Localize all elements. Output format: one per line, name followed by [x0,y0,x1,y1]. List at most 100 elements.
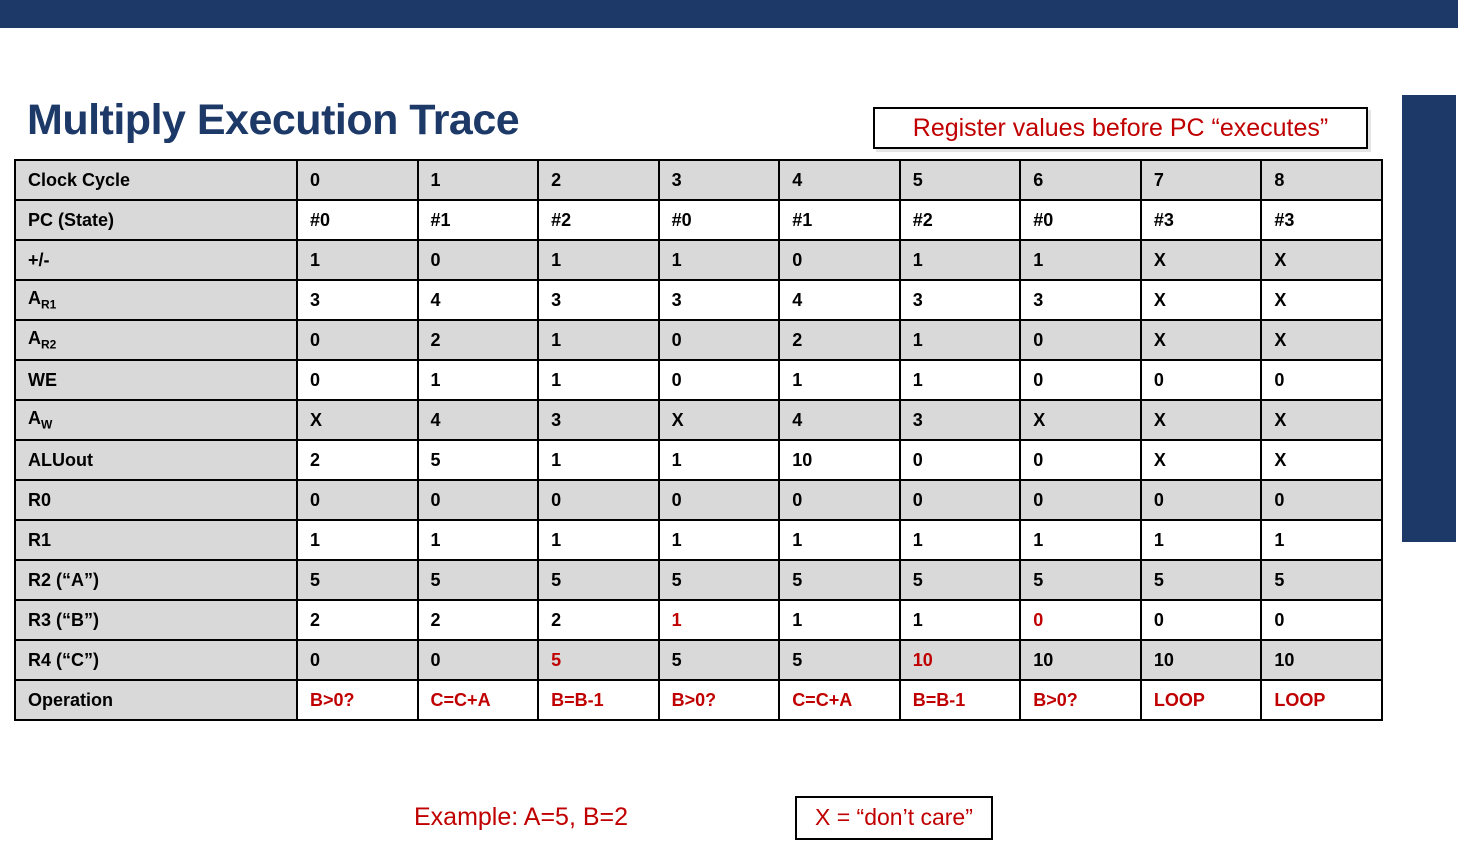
table-cell: 0 [657,479,781,521]
table-cell: 2 [537,159,660,201]
table-cell: 0 [296,479,419,521]
table-cell: 2 [416,319,540,361]
table-cell: 1 [898,239,1022,281]
row-label: R1 [14,519,298,561]
table-row: Clock Cycle 0 1 2 3 4 5 6 7 8 [14,159,1383,201]
table-cell: 0 [1139,359,1263,401]
table-cell: 1 [1260,519,1383,561]
table-cell: 0 [296,319,419,361]
row-label: R3 (“B”) [14,599,298,641]
table-cell: 5 [657,559,781,601]
table-cell: 0 [778,239,901,281]
row-label: AW [14,399,298,441]
table-cell: #1 [416,199,540,241]
table-cell: 10 [778,439,901,481]
table-cell: 0 [296,639,419,681]
table-cell: 1 [537,319,660,361]
table-cell: 0 [657,319,781,361]
table-cell: 0 [898,439,1022,481]
table-cell: LOOP [1260,679,1383,721]
table-cell: 1 [898,599,1022,641]
table-cell: 0 [1019,359,1142,401]
table-row: PC (State) #0 #1 #2 #0 #1 #2 #0 #3 #3 [14,199,1383,241]
row-label: AR2 [14,319,298,361]
table-cell: 3 [898,399,1022,441]
table-cell: 1 [778,599,901,641]
table-cell: 0 [1019,479,1142,521]
page-title: Multiply Execution Trace [27,96,520,144]
table-cell: 1 [296,519,419,561]
table-cell: 1 [778,359,901,401]
table-cell: B>0? [296,679,419,721]
top-accent-bar [0,0,1458,28]
table-cell: #2 [898,199,1022,241]
table-cell: 1 [1019,519,1142,561]
table-cell: 1 [416,159,540,201]
table-cell: 2 [296,599,419,641]
table-cell: 5 [537,639,660,681]
table-cell: #0 [657,199,781,241]
table-cell: X [1260,279,1383,321]
row-label: ALUout [14,439,298,481]
table-cell: 0 [1260,359,1383,401]
table-cell: 5 [537,559,660,601]
table-cell: 0 [1019,439,1142,481]
table-cell: X [1139,239,1263,281]
row-label: Operation [14,679,298,721]
table-cell: 8 [1260,159,1383,201]
table-cell: 0 [416,639,540,681]
row-label: Clock Cycle [14,159,298,201]
row-label: AR1 [14,279,298,321]
table-cell: 0 [1260,479,1383,521]
table-cell: 0 [1139,599,1263,641]
table-cell: 3 [657,159,781,201]
table-cell: 10 [898,639,1022,681]
table-cell: B>0? [657,679,781,721]
table-cell: 5 [416,439,540,481]
table-cell: 0 [416,479,540,521]
table-row: +/- 1 0 1 1 0 1 1 X X [14,239,1383,281]
table-cell: #3 [1139,199,1263,241]
right-accent-bar [1402,95,1456,542]
table-cell: X [1139,439,1263,481]
table-cell: 0 [657,359,781,401]
table-cell: 0 [1019,599,1142,641]
table-cell: 0 [898,479,1022,521]
table-cell: #0 [1019,199,1142,241]
table-cell: 1 [1019,239,1142,281]
table-cell: 1 [898,319,1022,361]
table-cell: 1 [1139,519,1263,561]
table-cell: 6 [1019,159,1142,201]
table-cell: 5 [898,559,1022,601]
table-cell: 7 [1139,159,1263,201]
table-cell: 1 [657,519,781,561]
table-cell: C=C+A [778,679,901,721]
table-cell: 10 [1260,639,1383,681]
table-cell: 4 [778,279,901,321]
table-row: R2 (“A”) 5 5 5 5 5 5 5 5 5 [14,559,1383,601]
table-cell: 4 [416,399,540,441]
table-cell: B>0? [1019,679,1142,721]
table-cell: 1 [537,239,660,281]
table-cell: 5 [296,559,419,601]
table-cell: 3 [1019,279,1142,321]
table-cell: C=C+A [416,679,540,721]
table-cell: 1 [898,519,1022,561]
table-cell: #0 [296,199,419,241]
table-cell: #2 [537,199,660,241]
row-label: +/- [14,239,298,281]
table-cell: X [1260,439,1383,481]
table-cell: B=B-1 [537,679,660,721]
table-cell: 1 [537,519,660,561]
table-cell: 1 [537,439,660,481]
table-cell: X [296,399,419,441]
row-label: PC (State) [14,199,298,241]
row-label: R4 (“C”) [14,639,298,681]
table-row: ALUout 2 5 1 1 10 0 0 X X [14,439,1383,481]
table-cell: LOOP [1139,679,1263,721]
table-cell: 2 [416,599,540,641]
example-text: Example: A=5, B=2 [414,803,629,831]
table-row: AW X 4 3 X 4 3 X X X [14,399,1383,441]
table-cell: X [1139,279,1263,321]
table-row: R1 1 1 1 1 1 1 1 1 1 [14,519,1383,561]
